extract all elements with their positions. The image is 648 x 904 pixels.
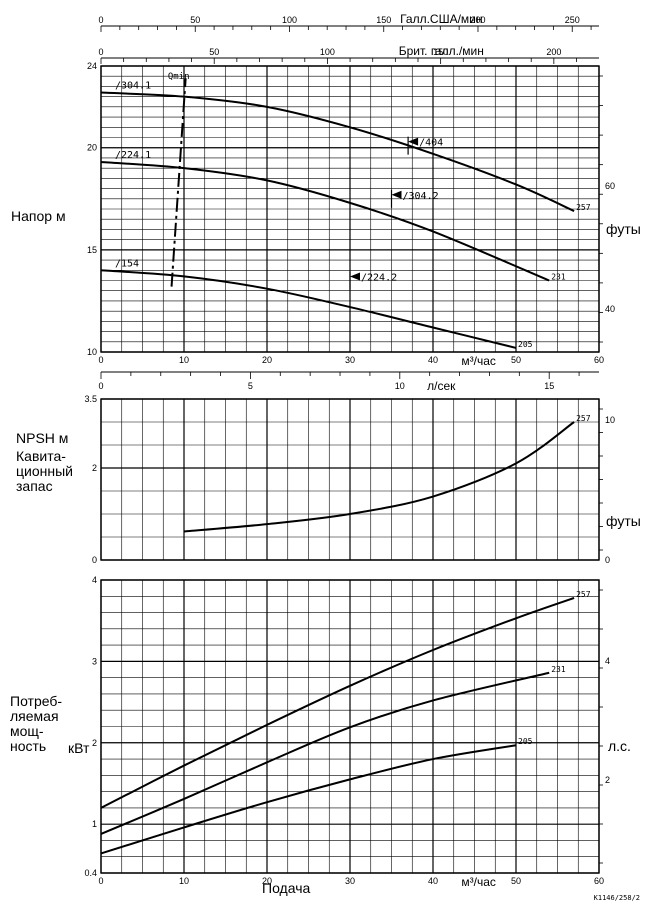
- usgpm-axis-tick-label: 250: [565, 15, 580, 25]
- head-right-tick-label: 40: [605, 304, 615, 314]
- x-tick-label: 50: [511, 876, 521, 886]
- npsh-right-tick-label: 0: [605, 555, 610, 565]
- usgpm-axis-tick-label: 0: [98, 15, 103, 25]
- power-yunit: кВт: [68, 740, 90, 756]
- npsh-right-unit: футы: [606, 513, 641, 529]
- head-curve-2241: [100, 161, 550, 282]
- head-curve-154: [100, 269, 517, 349]
- impeller-label: /224.2: [361, 273, 397, 284]
- qmin-label: Qmin: [168, 72, 190, 82]
- x-unit-label: м³/час: [461, 875, 496, 889]
- power-ytick-label: 4: [92, 575, 97, 585]
- power-curve-257: [100, 596, 575, 809]
- npsh-right-tick-label: 10: [605, 415, 615, 425]
- impeller-flag: [408, 137, 419, 146]
- power-ytick-label: 1: [92, 819, 97, 829]
- head-curve-3041: [100, 91, 575, 212]
- usgpm-axis-title: Галл.США/мин: [400, 12, 482, 26]
- power-series-label: 205: [518, 737, 533, 746]
- usgpm-axis-tick-label: 150: [376, 15, 391, 25]
- x-tick-label: 30: [345, 876, 355, 886]
- ukgpm-axis-tick-label: 0: [98, 47, 103, 57]
- head-ytick-label: 20: [87, 143, 97, 153]
- npsh-ytick-label: 0: [92, 555, 97, 565]
- x-tick-label: 20: [262, 876, 272, 886]
- head-right-unit: футы: [606, 221, 641, 237]
- npsh-ytick-label: 2: [92, 463, 97, 473]
- head-series-label: /304.1: [115, 81, 151, 92]
- npsh-yunit: м: [58, 430, 69, 446]
- x-tick-label: 50: [511, 355, 521, 365]
- ls-axis-title: л/сек: [427, 379, 456, 393]
- power-right-tick-label: 4: [605, 656, 610, 666]
- usgpm-axis-tick-label: 100: [282, 15, 297, 25]
- ukgpm-axis-tick-label: 150: [433, 47, 448, 57]
- usgpm-axis-tick-label: 200: [470, 15, 485, 25]
- impeller-label: /304.2: [403, 191, 439, 202]
- power-frame: [100, 579, 600, 874]
- ls-axis-tick-label: 0: [98, 381, 103, 391]
- head-right-tick-label: 60: [605, 181, 615, 191]
- ukgpm-axis-tick-label: 50: [209, 47, 219, 57]
- figure-code: K1146/258/2: [594, 894, 640, 902]
- power-series-label: 257: [576, 590, 591, 599]
- power-right-tick-label: 2: [605, 775, 610, 785]
- x-tick-label: 40: [428, 876, 438, 886]
- power-right-unit: л.с.: [608, 738, 631, 754]
- ukgpm-axis-tick-label: 200: [546, 47, 561, 57]
- x-tick-label: 0: [98, 355, 103, 365]
- x-tick-label: 60: [594, 355, 604, 365]
- x-tick-label: 40: [428, 355, 438, 365]
- impeller-flag: [350, 272, 360, 281]
- x-tick-label: 10: [179, 876, 189, 886]
- qmin-line: [170, 78, 187, 287]
- x-tick-label: 60: [594, 876, 604, 886]
- ukgpm-axis-tick-label: 100: [320, 47, 335, 57]
- x-axis-title: Подача: [262, 880, 311, 896]
- npsh-series-label: 257: [576, 414, 591, 423]
- usgpm-axis-tick-label: 50: [190, 15, 200, 25]
- x-tick-label: 10: [179, 355, 189, 365]
- power-ylabel: Потреб- ляемая мощ- ность: [10, 693, 63, 754]
- ls-axis-tick-label: 15: [544, 381, 554, 391]
- npsh-ylabel: NPSH м: [16, 430, 69, 446]
- npsh-ylabel2: Кавита- ционный запас: [16, 448, 73, 494]
- power-curve-231: [100, 671, 550, 835]
- power-ytick-label: 2: [92, 738, 97, 748]
- head-ytick-label: 24: [87, 61, 97, 71]
- impeller-flag: [391, 190, 402, 199]
- x-tick-label: 30: [345, 355, 355, 365]
- ls-axis-tick-label: 5: [248, 381, 253, 391]
- head-series-label: 205: [518, 340, 533, 349]
- npsh-curve-257: [183, 421, 575, 533]
- x-tick-label: 20: [262, 355, 272, 365]
- power-curve-205: [100, 744, 517, 855]
- head-frame: [100, 65, 600, 353]
- x-tick-label: 0: [98, 876, 103, 886]
- head-ytick-label: 10: [87, 347, 97, 357]
- power-ytick-label: 3: [92, 656, 97, 666]
- head-series-label: /154: [115, 258, 139, 269]
- head-series-label: 257: [576, 203, 591, 212]
- power-series-label: 231: [551, 665, 566, 674]
- head-ytick-label: 15: [87, 245, 97, 255]
- power-ytick-label: 0.4: [84, 868, 97, 878]
- impeller-label: /404: [419, 138, 443, 149]
- x-unit-label: м³/час: [461, 354, 496, 368]
- head-ylabel: Напор м: [11, 208, 66, 224]
- head-series-label: /224.1: [115, 150, 151, 161]
- head-yunit: м: [55, 208, 66, 224]
- ukgpm-axis-title: Брит. галл./мин: [399, 44, 484, 58]
- head-series-label: 231: [551, 273, 566, 282]
- npsh-ytick-label: 3.5: [84, 394, 97, 404]
- ls-axis-tick-label: 10: [395, 381, 405, 391]
